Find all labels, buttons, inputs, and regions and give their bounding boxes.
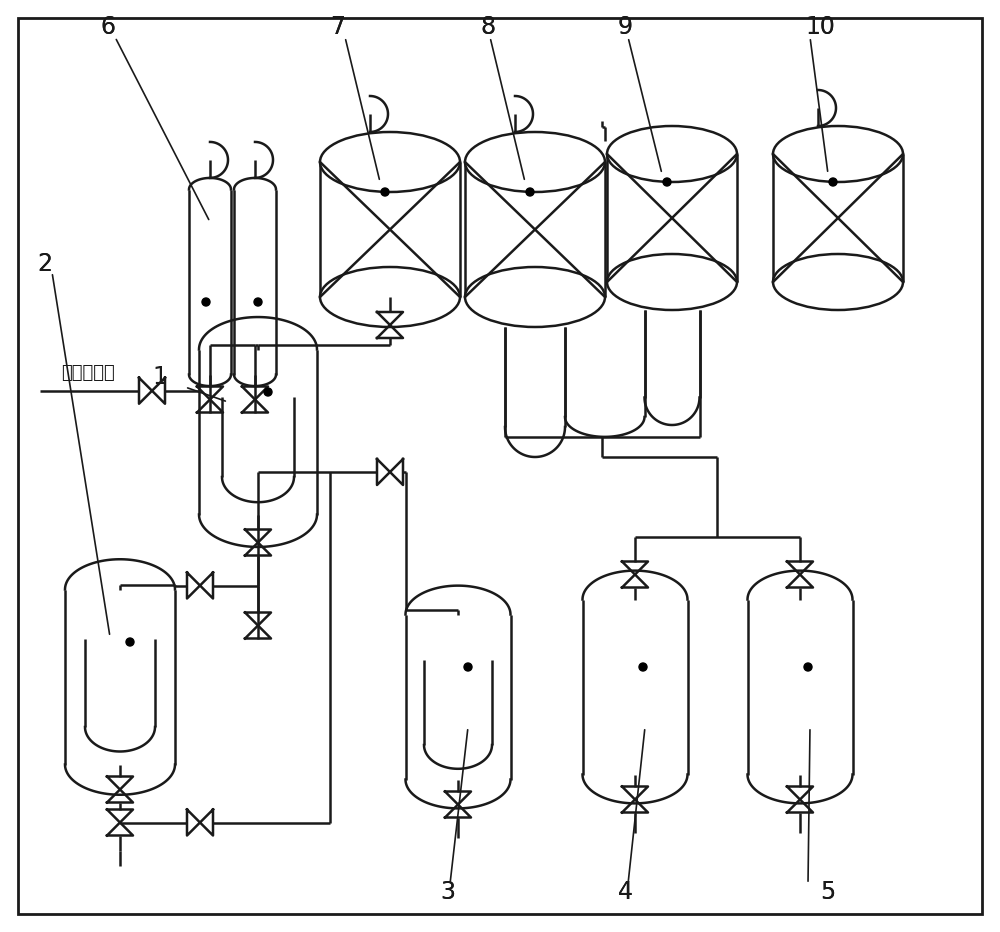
Text: 8: 8: [480, 15, 496, 39]
Text: 4: 4: [618, 880, 633, 904]
Circle shape: [202, 298, 210, 306]
Circle shape: [526, 188, 534, 196]
Text: 7: 7: [330, 15, 346, 39]
Text: 10: 10: [805, 15, 835, 39]
Ellipse shape: [320, 132, 460, 192]
Text: 9: 9: [618, 15, 633, 39]
Text: 5: 5: [820, 880, 836, 904]
Ellipse shape: [465, 267, 605, 327]
Text: 10: 10: [805, 15, 835, 39]
Circle shape: [663, 178, 671, 186]
Circle shape: [829, 178, 837, 186]
Ellipse shape: [465, 132, 605, 192]
Circle shape: [804, 663, 812, 671]
Circle shape: [464, 663, 472, 671]
Text: 9: 9: [618, 15, 633, 39]
Ellipse shape: [607, 126, 737, 182]
Ellipse shape: [773, 126, 903, 182]
Circle shape: [254, 298, 262, 306]
Text: 8: 8: [480, 15, 496, 39]
Ellipse shape: [607, 254, 737, 310]
Circle shape: [126, 638, 134, 646]
Ellipse shape: [320, 267, 460, 327]
Text: 2: 2: [38, 252, 52, 276]
Text: 4: 4: [618, 880, 633, 904]
Text: 来自氧气瓶: 来自氧气瓶: [61, 363, 115, 382]
Text: 1: 1: [153, 365, 167, 389]
Text: 2: 2: [38, 252, 52, 276]
Text: 6: 6: [100, 15, 116, 39]
Text: 6: 6: [100, 15, 116, 39]
Circle shape: [381, 188, 389, 196]
Text: 7: 7: [330, 15, 346, 39]
Text: 5: 5: [820, 880, 836, 904]
Text: 3: 3: [440, 880, 456, 904]
Ellipse shape: [773, 254, 903, 310]
Circle shape: [264, 388, 272, 396]
Circle shape: [639, 663, 647, 671]
Text: 3: 3: [440, 880, 456, 904]
